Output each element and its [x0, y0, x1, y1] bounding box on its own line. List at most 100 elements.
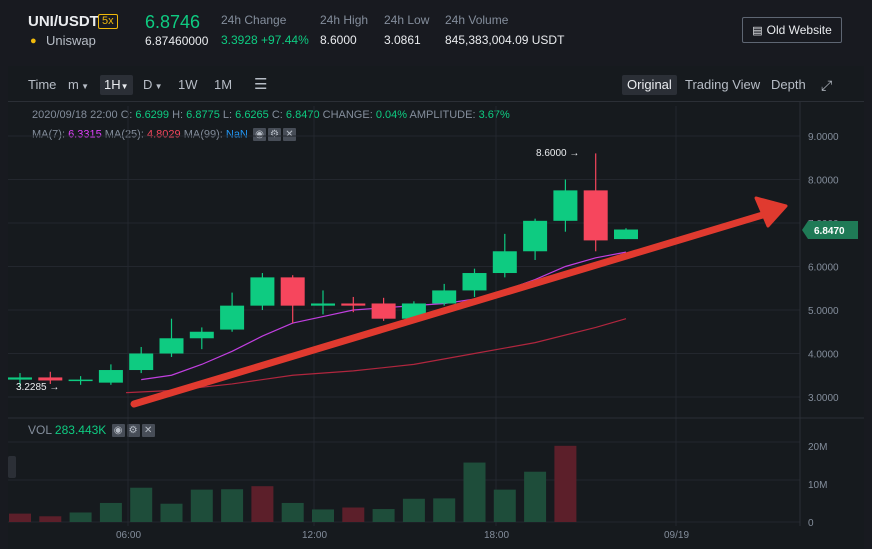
minutes-dropdown[interactable]: m ▼	[68, 75, 89, 95]
candle-body	[98, 370, 123, 383]
trend-arrow-shaft	[130, 210, 770, 408]
eye-icon[interactable]: ◉	[111, 424, 125, 438]
current-price-tag	[802, 221, 858, 239]
volume-info: VOL 283.443K ◉ ⚙ ✕	[28, 423, 155, 438]
leverage-badge: 5x	[98, 14, 118, 29]
volume-tick-label: 0	[808, 518, 814, 529]
volume-bar	[493, 489, 516, 522]
stat-value-change: 3.3928 +97.44%	[221, 33, 309, 47]
volume-bar	[342, 507, 365, 522]
price-tick-label: 9.0000	[808, 132, 839, 143]
last-price-secondary: 6.87460000	[145, 34, 209, 48]
ma99-value: NaN	[225, 128, 248, 141]
current-price-label: 6.8470	[814, 226, 845, 237]
coin-icon: ●	[30, 35, 37, 47]
close-label: C:	[271, 109, 283, 121]
candle-datetime: 2020/09/18 22:00	[32, 109, 118, 121]
volume-bar	[524, 471, 547, 522]
pair-title[interactable]: UNI/USDT	[28, 13, 99, 30]
candle-body	[159, 338, 184, 354]
close-icon[interactable]: ✕	[141, 424, 155, 438]
interval-1h[interactable]: 1H▼	[100, 75, 133, 95]
interval-day-label: D	[143, 77, 153, 92]
caret-down-icon: ▼	[78, 82, 89, 91]
candle-body	[371, 303, 396, 319]
volume-value: 283.443K	[54, 423, 107, 437]
candle-body	[129, 353, 154, 371]
ma-info: MA(7): 6.3315 MA(25): 4.8029 MA(99): NaN…	[32, 128, 296, 141]
volume-label: VOL	[28, 423, 52, 437]
volume-bar	[160, 503, 183, 522]
candle-body	[583, 190, 608, 241]
candle-body	[38, 377, 63, 381]
gear-icon[interactable]: ⚙	[126, 424, 140, 438]
stat-label-change: 24h Change	[221, 13, 287, 27]
change-label: CHANGE:	[322, 109, 373, 121]
ma99-label: MA(99):	[183, 128, 223, 141]
volume-bar	[312, 509, 334, 522]
gear-icon[interactable]: ⚙	[267, 128, 281, 141]
interval-1w[interactable]: 1W	[178, 77, 198, 92]
pair-subtitle: Uniswap	[46, 33, 96, 48]
volume-bar	[463, 462, 486, 522]
time-tick-label: 06:00	[116, 530, 141, 541]
minutes-label: m	[68, 77, 79, 92]
price-tick-label: 4.0000	[808, 350, 839, 361]
ma7-value: 6.3315	[68, 128, 102, 141]
candle-body	[311, 303, 335, 306]
caret-down-icon: ▼	[120, 82, 129, 91]
candle-body	[462, 273, 487, 291]
price-tick-label: 8.0000	[808, 176, 839, 187]
caret-down-icon: ▼	[152, 82, 163, 91]
chart-panel: Time m ▼ 1H▼ D ▼ 1W 1M ☰ Original Tradin…	[8, 66, 864, 549]
stat-label-volume: 24h Volume	[445, 13, 509, 27]
volume-bar	[221, 489, 244, 522]
ohlc-info: 2020/09/18 22:00 O: 6.6299 H: 6.8775 L: …	[32, 109, 510, 121]
document-icon: ▤	[752, 24, 763, 37]
volume-bar	[190, 489, 213, 522]
candle-body	[523, 220, 548, 252]
ma25-label: MA(25):	[104, 128, 144, 141]
time-tick-label: 18:00	[484, 530, 509, 541]
stat-value-high: 8.6000	[320, 33, 357, 47]
volume-bar	[372, 509, 395, 522]
price-chart[interactable]: 9.00008.00007.00006.00005.00004.00003.00…	[8, 66, 864, 549]
close-icon[interactable]: ✕	[282, 128, 296, 141]
tab-depth[interactable]: Depth	[771, 77, 806, 92]
stat-value-low: 3.0861	[384, 33, 421, 47]
volume-bar	[402, 498, 425, 522]
open-value: 6.6299	[135, 109, 170, 121]
settings-sliders-icon[interactable]: ☰	[254, 76, 268, 93]
last-price: 6.8746	[145, 12, 201, 32]
low-label: L:	[222, 109, 233, 121]
ticker-header: UNI/USDT 5x ● Uniswap 6.8746 6.87460000 …	[0, 0, 872, 62]
eye-icon[interactable]: ◉	[252, 128, 266, 141]
candle-body	[8, 377, 32, 380]
trend-arrow-head	[754, 196, 788, 228]
volume-tick-label: 10M	[808, 480, 827, 491]
high-value: 6.8775	[186, 109, 220, 121]
volume-bar	[69, 512, 92, 522]
high-price-marker: 8.6000 →	[536, 148, 579, 159]
interval-1m[interactable]: 1M	[214, 77, 233, 92]
ma25-value: 4.8029	[146, 128, 181, 141]
change-value: 0.04%	[375, 109, 408, 121]
time-tick-label: 12:00	[302, 530, 327, 541]
candle-body	[220, 305, 245, 330]
old-website-button[interactable]: ▤ Old Website	[742, 17, 842, 43]
price-tick-label: 6.0000	[808, 263, 839, 274]
tab-trading-view[interactable]: Trading View	[685, 77, 761, 92]
stat-label-low: 24h Low	[384, 13, 430, 27]
candle-body	[250, 277, 275, 306]
collapse-handle	[8, 456, 16, 478]
interval-1h-label: 1H	[104, 77, 121, 92]
interval-day-dropdown[interactable]: D ▼	[143, 75, 163, 95]
high-label: H:	[172, 109, 184, 121]
volume-bar	[130, 487, 153, 522]
candle-body	[553, 190, 578, 221]
candle-body	[189, 331, 214, 339]
fullscreen-icon[interactable]: ⤢	[821, 77, 833, 93]
low-price-marker: 3.2285 →	[16, 382, 59, 393]
tab-original[interactable]: Original	[622, 75, 677, 95]
amplitude-value: 3.67%	[478, 109, 510, 121]
